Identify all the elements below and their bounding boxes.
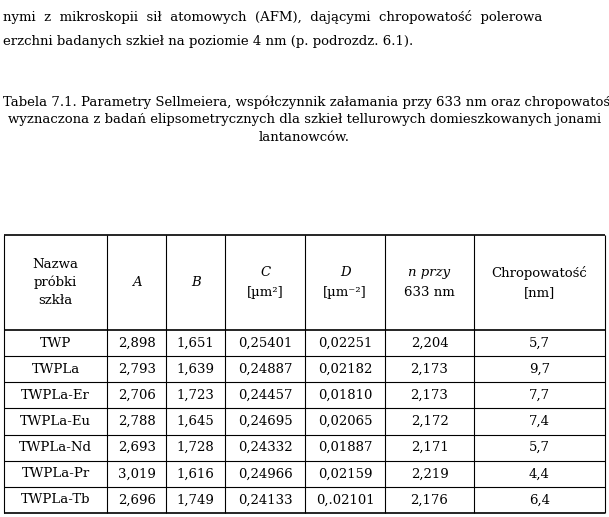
Text: TWPLa: TWPLa [32, 363, 80, 376]
Text: 2,696: 2,696 [118, 493, 156, 507]
Text: 3,019: 3,019 [118, 467, 156, 480]
Text: 5,7: 5,7 [529, 441, 550, 454]
Text: D: D [340, 266, 350, 279]
Text: 5,7: 5,7 [529, 337, 550, 349]
Text: 7,4: 7,4 [529, 415, 550, 428]
Text: 1,616: 1,616 [177, 467, 214, 480]
Text: Nazwa
próbki
szkła: Nazwa próbki szkła [33, 257, 79, 308]
Text: 2,793: 2,793 [118, 363, 156, 376]
Text: 0,02065: 0,02065 [318, 415, 372, 428]
Text: [nm]: [nm] [524, 286, 555, 299]
Text: lantanowców.: lantanowców. [259, 131, 350, 144]
Text: nymi  z  mikroskopii  sił  atomowych  (AFM),  dającymi  chropowatość  polerowa: nymi z mikroskopii sił atomowych (AFM), … [3, 10, 543, 24]
Text: 0,24887: 0,24887 [238, 363, 292, 376]
Text: wyznaczona z badań elipsometrycznych dla szkieł tellurowych domieszkowanych jona: wyznaczona z badań elipsometrycznych dla… [8, 113, 601, 126]
Text: TWPLa-Er: TWPLa-Er [21, 389, 90, 402]
Text: 0,24966: 0,24966 [238, 467, 292, 480]
Text: 633 nm: 633 nm [404, 286, 455, 299]
Text: TWPLa-Eu: TWPLa-Eu [20, 415, 91, 428]
Text: TWP: TWP [40, 337, 71, 349]
Text: 2,173: 2,173 [410, 363, 448, 376]
Text: 2,219: 2,219 [410, 467, 448, 480]
Text: 9,7: 9,7 [529, 363, 550, 376]
Text: 0,24332: 0,24332 [238, 441, 292, 454]
Text: [µm⁻²]: [µm⁻²] [323, 286, 367, 299]
Text: 1,651: 1,651 [177, 337, 214, 349]
Text: n przy: n przy [409, 266, 451, 279]
Text: Tabela 7.1. Parametry Sellmeiera, współczynnik załamania przy 633 nm oraz chropo: Tabela 7.1. Parametry Sellmeiera, współc… [3, 95, 609, 109]
Text: 0,25401: 0,25401 [238, 337, 292, 349]
Text: 2,176: 2,176 [410, 493, 448, 507]
Text: 2,204: 2,204 [410, 337, 448, 349]
Text: 4,4: 4,4 [529, 467, 550, 480]
Text: 0,24457: 0,24457 [238, 389, 292, 402]
Text: 2,788: 2,788 [118, 415, 156, 428]
Text: 0,02251: 0,02251 [318, 337, 372, 349]
Text: 1,749: 1,749 [177, 493, 214, 507]
Text: A: A [132, 276, 142, 289]
Text: 2,172: 2,172 [410, 415, 448, 428]
Text: 2,706: 2,706 [118, 389, 156, 402]
Text: 2,171: 2,171 [410, 441, 448, 454]
Text: TWPLa-Pr: TWPLa-Pr [21, 467, 90, 480]
Text: 1,728: 1,728 [177, 441, 214, 454]
Text: 0,02182: 0,02182 [318, 363, 372, 376]
Text: TWPLa-Tb: TWPLa-Tb [21, 493, 90, 507]
Text: 1,645: 1,645 [177, 415, 214, 428]
Text: 0,.02101: 0,.02101 [315, 493, 375, 507]
Text: 0,24133: 0,24133 [238, 493, 292, 507]
Text: 2,173: 2,173 [410, 389, 448, 402]
Text: 1,639: 1,639 [177, 363, 215, 376]
Text: TWPLa-Nd: TWPLa-Nd [19, 441, 92, 454]
Text: 0,01887: 0,01887 [318, 441, 372, 454]
Text: erzchni badanych szkieł na poziomie 4 nm (p. podrozdz. 6.1).: erzchni badanych szkieł na poziomie 4 nm… [3, 35, 414, 48]
Text: 1,723: 1,723 [177, 389, 214, 402]
Text: 2,693: 2,693 [118, 441, 156, 454]
Text: 7,7: 7,7 [529, 389, 550, 402]
Text: C: C [260, 266, 270, 279]
Text: 0,24695: 0,24695 [238, 415, 292, 428]
Text: 2,898: 2,898 [118, 337, 156, 349]
Text: 0,02159: 0,02159 [318, 467, 372, 480]
Text: 6,4: 6,4 [529, 493, 550, 507]
Text: Chropowatość: Chropowatość [491, 266, 587, 280]
Text: B: B [191, 276, 200, 289]
Text: [µm²]: [µm²] [247, 286, 284, 299]
Text: 0,01810: 0,01810 [318, 389, 372, 402]
